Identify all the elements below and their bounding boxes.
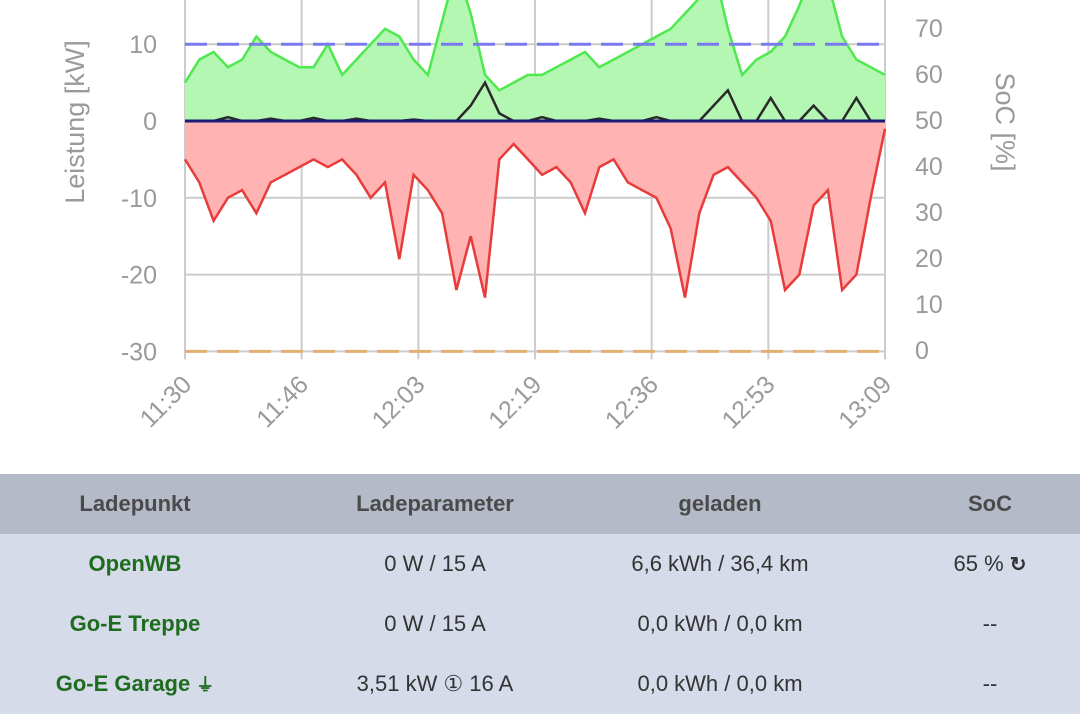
y-right-tick-label: 10 xyxy=(915,291,943,319)
y-right-tick-label: 60 xyxy=(915,61,943,89)
y-right-tick-label: 40 xyxy=(915,153,943,181)
charge-parameter: 0 W / 15 A xyxy=(384,611,486,636)
y-right-axis-title: SoC [%] xyxy=(990,72,1020,171)
header-geladen: geladen xyxy=(678,491,762,516)
chargepoint-name-cell[interactable]: Go-E Garage ⏚ xyxy=(0,654,270,714)
charged-amount: 6,6 kWh / 36,4 km xyxy=(631,551,809,576)
chargepoint-name[interactable]: Go-E Treppe xyxy=(69,611,201,636)
x-tick-label: 12:53 xyxy=(717,370,781,434)
header-ladepunkt: Ladepunkt xyxy=(79,491,191,516)
x-tick-label: 12:19 xyxy=(483,370,547,434)
power-chart: 10 0 -10 -20 -30 70 60 50 40 30 20 10 0 11:30 11:46 12:… xyxy=(60,0,1020,434)
charge-parameter: 0 W / 15 A xyxy=(384,551,486,576)
x-tick-label: 11:46 xyxy=(251,370,314,433)
chargepoint-name[interactable]: OpenWB xyxy=(88,551,182,576)
y-right-tick-label: 0 xyxy=(915,337,929,365)
y-left-axis-title: Leistung [kW] xyxy=(60,40,90,204)
y-left-tick-label: 0 xyxy=(143,108,157,136)
charging-table: Ladepunkt Ladeparameter geladen SoC Open… xyxy=(0,474,1080,714)
y-right-tick-label: 50 xyxy=(915,107,943,135)
x-tick-label: 11:30 xyxy=(135,370,198,433)
x-tick-label: 12:36 xyxy=(600,370,664,434)
series-area xyxy=(185,0,885,121)
header-ladeparameter: Ladeparameter xyxy=(356,491,514,516)
table-row[interactable]: OpenWB 0 W / 15 A 6,6 kWh / 36,4 km 65 %… xyxy=(0,534,1080,594)
x-tick-label: 12:03 xyxy=(367,370,431,434)
y-right-tick-label: 30 xyxy=(915,199,943,227)
series-line xyxy=(183,128,887,298)
chargepoint-name[interactable]: Go-E Garage xyxy=(55,671,191,696)
y-right-tick-label: 20 xyxy=(915,245,943,273)
header-soc: SoC xyxy=(968,491,1012,516)
plug-icon: ⏚ xyxy=(196,675,215,695)
table-row[interactable]: Go-E Garage ⏚ 3,51 kW ① 16 A 0,0 kWh / 0,… xyxy=(0,654,1080,714)
table-header: Ladepunkt Ladeparameter geladen SoC xyxy=(0,474,1080,534)
charge-parameter: 3,51 kW ① 16 A xyxy=(356,671,514,696)
y-left-tick-label: -10 xyxy=(121,185,157,213)
soc-cell: 65 % ↻ xyxy=(880,534,1080,594)
y-left-tick-label: 10 xyxy=(129,31,157,59)
series-area xyxy=(185,121,885,298)
soc-value: 65 % xyxy=(953,551,1004,576)
soc-value: -- xyxy=(982,611,998,636)
y-left-tick-label: -20 xyxy=(121,262,157,290)
table-row[interactable]: Go-E Treppe 0 W / 15 A 0,0 kWh / 0,0 km … xyxy=(0,594,1080,654)
charged-amount: 0,0 kWh / 0,0 km xyxy=(637,611,803,636)
series-line xyxy=(183,0,886,92)
refresh-icon[interactable]: ↻ xyxy=(1009,554,1027,576)
charged-amount: 0,0 kWh / 0,0 km xyxy=(637,671,803,696)
y-left-tick-label: -30 xyxy=(121,338,157,366)
soc-value: -- xyxy=(982,671,998,696)
power-chart-svg: 10 0 -10 -20 -30 70 60 50 40 30 20 10 0 11:30 11:46 12:… xyxy=(60,0,1020,434)
y-right-tick-label: 70 xyxy=(915,15,943,43)
x-tick-label: 13:09 xyxy=(833,370,897,434)
